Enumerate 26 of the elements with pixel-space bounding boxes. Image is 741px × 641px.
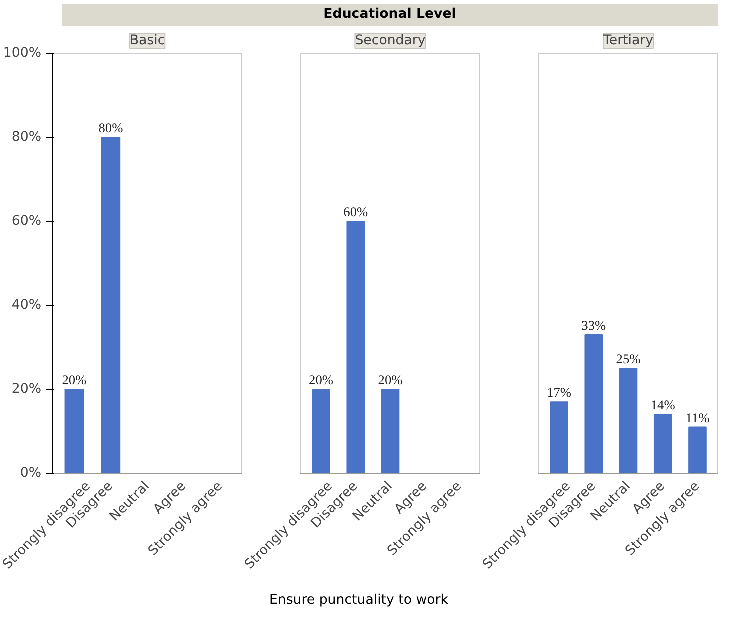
data-label: 11%	[686, 410, 710, 426]
bar	[550, 402, 568, 474]
chart-title: Tertiary	[602, 34, 654, 48]
data-label: 20%	[62, 372, 87, 388]
chart-title: Secondary	[355, 34, 426, 48]
data-label: 20%	[309, 372, 334, 388]
y-tick-label: 20%	[12, 382, 42, 397]
y-tick-label: 80%	[12, 130, 42, 145]
data-label: 17%	[547, 385, 572, 400]
data-label: 20%	[378, 372, 403, 388]
y-tick-label: 100%	[3, 46, 42, 61]
data-label: 60%	[344, 204, 368, 220]
data-label: 14%	[650, 398, 676, 413]
bar	[654, 414, 672, 474]
chart-title: Basic	[130, 34, 166, 48]
bar	[619, 368, 638, 474]
bar	[688, 426, 707, 474]
y-tick-label: 40%	[12, 298, 42, 313]
bar	[584, 334, 604, 474]
y-tick-label: 0%	[20, 466, 42, 481]
data-label: 25%	[616, 352, 641, 366]
data-label: 33%	[582, 318, 606, 333]
x-axis-title: Ensure punctuality to work	[269, 592, 449, 610]
data-label: 80%	[98, 120, 124, 136]
y-tick-label: 60%	[12, 214, 42, 229]
text: Educational Level	[324, 6, 456, 24]
